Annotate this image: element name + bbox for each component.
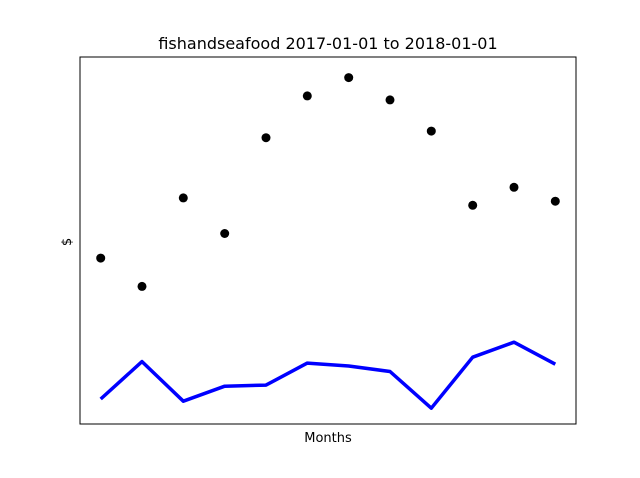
scatter-point-5 [261,133,271,143]
plot-area [79,56,577,425]
scatter-point-6 [302,91,312,101]
scatter-point-2 [137,281,147,291]
scatter-point-1 [96,253,106,263]
scatter-point-8 [385,95,395,105]
chart-title: fishandseafood 2017-01-01 to 2018-01-01 [158,34,497,53]
scatter-point-10 [468,200,478,210]
series-line-line [99,340,557,410]
scatter-point-7 [344,73,354,83]
x-axis-label: Months [304,431,352,446]
scatter-point-12 [550,196,560,206]
scatter-point-3 [178,193,188,203]
y-axis-label: $ [60,238,75,246]
scatter-point-9 [426,126,436,136]
series-layer [96,73,560,410]
scatter-point-4 [220,229,230,238]
scatter-point-11 [509,182,519,192]
